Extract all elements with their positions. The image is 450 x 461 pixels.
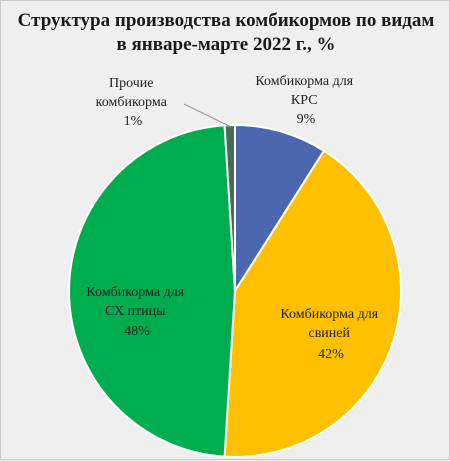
slice-krs: [234, 123, 326, 295]
slice-pigs: [223, 149, 402, 458]
slice-label-krs: Комбикорма для КРС 9%: [255, 74, 356, 127]
slice-other: [223, 123, 236, 292]
slice-label-pigs: Комбикорма для свиней 42%: [280, 307, 381, 362]
chart-title-line-1: Структура производства комбикормов по ви…: [17, 10, 435, 31]
leader-line-other: [183, 103, 232, 128]
slice-label-other: Прочие комбикорма 1%: [96, 76, 171, 129]
slice-label-poultry: Комбикорма для СХ птицы 48%: [86, 285, 187, 339]
slice-poultry: [68, 124, 237, 458]
chart-title-line-2: в январе-марте 2022 г., %: [116, 34, 336, 55]
chart-title: Структура производства комбикормов по ви…: [1, 9, 450, 57]
